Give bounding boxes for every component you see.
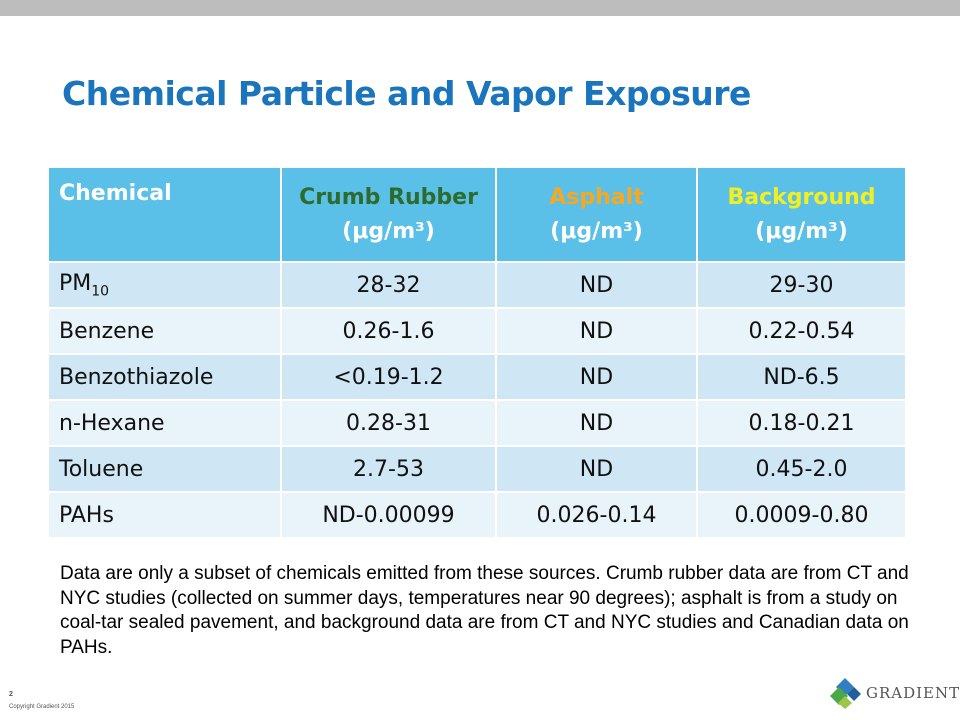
cell-asphalt: 0.026-0.14: [495, 491, 698, 539]
table-row: n-Hexane 0.28-31 ND 0.18-0.21: [47, 399, 907, 447]
logo-wordmark: GRADIENT: [866, 684, 960, 702]
page-number: 2: [9, 691, 13, 698]
cell-asphalt: ND: [495, 445, 698, 493]
cell-asphalt: ND: [495, 307, 698, 355]
table-row: Benzene 0.26-1.6 ND 0.22-0.54: [47, 307, 907, 355]
cell-background: 29-30: [696, 261, 907, 309]
header-background: Background (μg/m³): [696, 166, 907, 263]
cell-background: 0.0009-0.80: [696, 491, 907, 539]
header-unit: (μg/m³): [550, 218, 643, 244]
gradient-logo: GRADIENT: [828, 676, 959, 710]
table-row: PAHs ND-0.00099 0.026-0.14 0.0009-0.80: [47, 491, 907, 539]
table-header-row: Chemical Crumb Rubber (μg/m³) Asphalt (μ…: [47, 166, 907, 263]
cell-asphalt: ND: [495, 399, 698, 447]
cell-background: ND-6.5: [696, 353, 907, 401]
cell-crumb-rubber: 0.28-31: [280, 399, 497, 447]
header-background-label: Background: [727, 184, 876, 210]
slide-title: Chemical Particle and Vapor Exposure: [62, 74, 751, 113]
subscript: 10: [91, 283, 110, 300]
footnote-text: Data are only a subset of chemicals emit…: [60, 563, 909, 658]
cell-chemical: Toluene: [47, 445, 282, 493]
cell-crumb-rubber: <0.19-1.2: [280, 353, 497, 401]
header-unit: (μg/m³): [755, 218, 848, 244]
header-unit: (μg/m³): [342, 218, 435, 244]
exposure-table: Chemical Crumb Rubber (μg/m³) Asphalt (μ…: [47, 166, 907, 539]
cell-crumb-rubber: 0.26-1.6: [280, 307, 497, 355]
copyright-text: Copyright Gradient 2015: [9, 704, 75, 710]
cell-chemical: PM10: [47, 261, 282, 309]
header-crumb-rubber-label: Crumb Rubber: [299, 184, 478, 210]
cell-chemical: Benzothiazole: [47, 353, 282, 401]
header-chemical: Chemical: [47, 166, 282, 263]
cell-background: 0.22-0.54: [696, 307, 907, 355]
header-crumb-rubber: Crumb Rubber (μg/m³): [280, 166, 497, 263]
cell-asphalt: ND: [495, 353, 698, 401]
header-asphalt: Asphalt (μg/m³): [495, 166, 698, 263]
cell-crumb-rubber: 28-32: [280, 261, 497, 309]
table-row: PM10 28-32 ND 29-30: [47, 261, 907, 309]
cell-crumb-rubber: ND-0.00099: [280, 491, 497, 539]
table-row: Toluene 2.7-53 ND 0.45-2.0: [47, 445, 907, 493]
cell-chemical: Benzene: [47, 307, 282, 355]
header-asphalt-label: Asphalt: [549, 184, 644, 210]
table-row: Benzothiazole <0.19-1.2 ND ND-6.5: [47, 353, 907, 401]
top-bar: [0, 0, 960, 16]
cell-crumb-rubber: 2.7-53: [280, 445, 497, 493]
cell-background: 0.45-2.0: [696, 445, 907, 493]
cell-asphalt: ND: [495, 261, 698, 309]
gradient-logo-icon: [830, 678, 861, 709]
cell-chemical: n-Hexane: [47, 399, 282, 447]
cell-background: 0.18-0.21: [696, 399, 907, 447]
cell-chemical: PAHs: [47, 491, 282, 539]
